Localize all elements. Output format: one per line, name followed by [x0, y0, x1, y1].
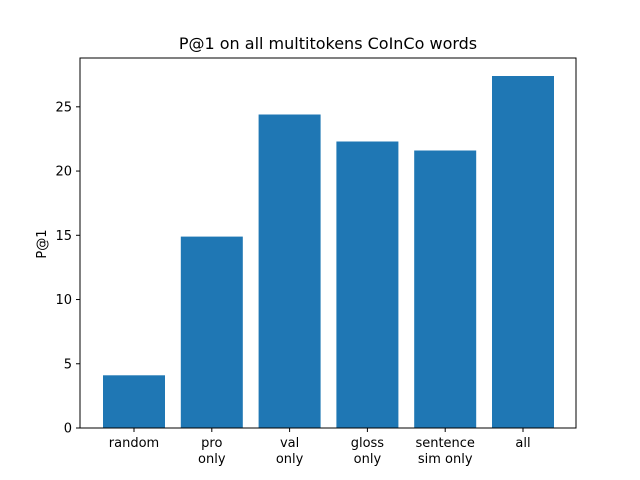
- x-tick-label-1: pro only: [198, 436, 226, 467]
- x-tick-label-line: val: [280, 436, 299, 451]
- bars-group: [103, 76, 554, 428]
- y-tick-label-1: 5: [64, 357, 72, 372]
- chart-title: P@1 on all multitokens CoInCo words: [179, 34, 477, 53]
- bar-0: [103, 375, 165, 428]
- x-tick-label-2: val only: [276, 436, 304, 467]
- x-tick-label-line: only: [354, 452, 382, 467]
- y-axis-label: P@1: [35, 229, 50, 258]
- y-ticks-group: 0 5 10 15 20 25: [55, 100, 80, 437]
- y-tick-label-3: 15: [55, 229, 72, 244]
- x-tick-label-0: random: [109, 436, 159, 451]
- bar-5: [492, 76, 554, 428]
- y-tick-label-0: 0: [64, 422, 72, 437]
- bar-3: [336, 141, 399, 428]
- x-tick-label-line: only: [198, 452, 226, 467]
- bar-2: [258, 114, 321, 428]
- y-tick-label-5: 25: [55, 100, 72, 115]
- x-tick-label-line: all: [515, 436, 530, 451]
- y-tick-label-4: 20: [55, 165, 72, 180]
- y-tick-label-2: 10: [55, 293, 72, 308]
- bar-1: [180, 236, 243, 428]
- x-tick-label-line: gloss: [351, 436, 385, 451]
- bar-4: [414, 150, 477, 428]
- x-tick-label-line: only: [276, 452, 304, 467]
- x-tick-label-5: all: [515, 436, 530, 451]
- x-tick-label-line: sentence: [415, 436, 475, 451]
- x-tick-label-4: sentence sim only: [415, 436, 475, 467]
- x-tick-label-line: sim only: [418, 452, 473, 467]
- x-tick-label-line: random: [109, 436, 159, 451]
- x-tick-label-line: pro: [201, 436, 222, 451]
- x-tick-label-3: gloss only: [351, 436, 385, 467]
- plot-frame: [79, 57, 577, 429]
